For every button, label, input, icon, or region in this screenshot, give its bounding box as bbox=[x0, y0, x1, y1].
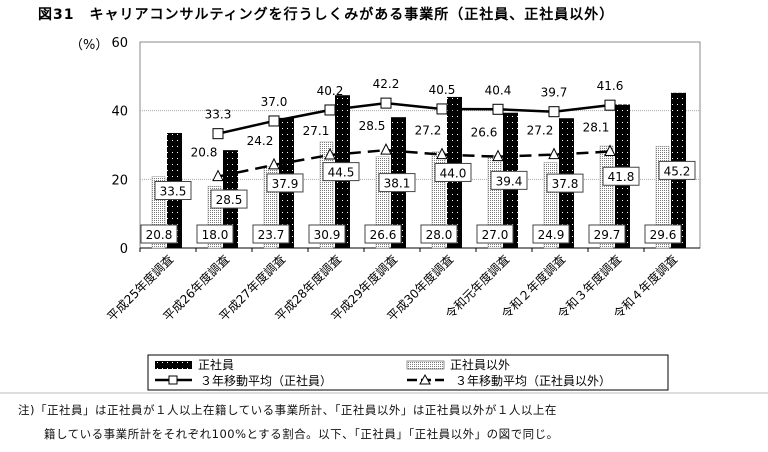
label-seishain-igai: 20.8 bbox=[140, 224, 178, 244]
marker-ma-seishain-igai bbox=[380, 143, 392, 155]
marker-ma-seishain bbox=[548, 106, 560, 118]
marker-ma-seishain bbox=[324, 104, 336, 116]
label-seishain-igai: 24.9 bbox=[532, 224, 570, 244]
marker-ma-seishain-igai bbox=[212, 169, 224, 182]
label-seishain-igai: 27.0 bbox=[476, 224, 514, 244]
data-label: 29.6 bbox=[650, 228, 677, 242]
label-ma-seishain: 40.5 bbox=[429, 83, 456, 97]
data-label: 30.9 bbox=[314, 228, 341, 242]
data-label: 18.0 bbox=[202, 228, 229, 242]
y-tick-label: 60 bbox=[111, 36, 128, 51]
data-label: 27.0 bbox=[482, 228, 509, 242]
line-ma-seishain bbox=[217, 101, 611, 135]
label-seishain-igai: 29.7 bbox=[588, 224, 626, 244]
data-label: 28.0 bbox=[426, 228, 453, 242]
data-label: 44.0 bbox=[440, 166, 467, 180]
label-seishain: 41.8 bbox=[602, 166, 640, 186]
y-tick-label: 0 bbox=[120, 242, 128, 257]
marker-ma-seishain-igai bbox=[436, 147, 448, 160]
label-seishain: 33.5 bbox=[154, 180, 192, 200]
marker-ma-seishain-igai bbox=[492, 149, 504, 162]
label-ma-seishain-igai: 26.6 bbox=[471, 126, 498, 140]
legend: 正社員 正社員以外 ３年移動平均（正社員） ３年移動平均（正社員以外） bbox=[147, 354, 669, 391]
data-label: 23.7 bbox=[258, 228, 285, 242]
legend-label-ma-seishain-igai: ３年移動平均（正社員以外） bbox=[455, 373, 611, 388]
data-label: 37.8 bbox=[552, 177, 579, 191]
label-seishain: 38.1 bbox=[378, 173, 416, 193]
y-tick-label: 20 bbox=[111, 173, 128, 188]
label-seishain: 37.9 bbox=[266, 173, 304, 193]
footnote-line-2: 籍している事業所計をそれぞれ100%とする割合。以下、「正社員」「正社員以外」の… bbox=[44, 427, 559, 441]
legend-label-seishain-igai: 正社員以外 bbox=[450, 357, 510, 372]
y-axis-unit: （%） bbox=[70, 38, 108, 53]
data-label: 33.5 bbox=[160, 184, 187, 198]
data-label: 45.2 bbox=[664, 164, 691, 178]
legend-label-seishain: 正社員 bbox=[198, 357, 234, 372]
label-seishain-igai: 18.0 bbox=[196, 224, 234, 244]
label-ma-seishain-igai: 27.1 bbox=[303, 124, 330, 138]
label-seishain: 28.5 bbox=[210, 189, 248, 209]
square-marker-icon bbox=[168, 375, 178, 385]
data-label: 26.6 bbox=[370, 228, 397, 242]
marker-ma-seishain bbox=[492, 103, 504, 115]
data-label: 44.5 bbox=[328, 166, 355, 180]
label-seishain: 44.5 bbox=[322, 162, 360, 182]
label-ma-seishain-igai: 28.5 bbox=[359, 119, 386, 133]
marker-ma-seishain bbox=[212, 128, 224, 140]
label-seishain-igai: 29.6 bbox=[644, 224, 682, 244]
data-label: 39.4 bbox=[496, 174, 523, 188]
marker-ma-seishain bbox=[268, 115, 280, 127]
label-ma-seishain: 40.4 bbox=[485, 83, 512, 97]
data-label: 29.7 bbox=[594, 228, 621, 242]
label-seishain: 39.4 bbox=[490, 170, 528, 190]
chart-title: 図31 キャリアコンサルティングを行うしくみがある事業所（正社員、正社員以外） bbox=[38, 7, 615, 23]
footnote-line-1: 注)「正社員」は正社員が１人以上在籍している事業所計、「正社員以外」は正社員以外… bbox=[18, 403, 557, 417]
marker-ma-seishain-igai bbox=[604, 144, 616, 157]
marker-ma-seishain bbox=[436, 103, 448, 115]
label-ma-seishain-igai: 28.1 bbox=[583, 121, 610, 135]
marker-ma-seishain-igai bbox=[324, 147, 336, 160]
label-seishain: 45.2 bbox=[658, 160, 696, 180]
label-ma-seishain-igai: 27.2 bbox=[415, 124, 442, 138]
label-ma-seishain: 40.2 bbox=[317, 84, 344, 98]
data-label: 28.5 bbox=[216, 193, 243, 207]
y-tick-label: 40 bbox=[111, 105, 128, 120]
data-label: 24.9 bbox=[538, 228, 565, 242]
triangle-marker-icon bbox=[419, 373, 431, 385]
label-ma-seishain-igai: 27.2 bbox=[527, 124, 554, 138]
label-seishain-igai: 26.6 bbox=[364, 224, 402, 244]
label-seishain-igai: 23.7 bbox=[252, 224, 290, 244]
label-ma-seishain: 39.7 bbox=[541, 86, 568, 100]
legend-swatch-seishain-igai bbox=[406, 360, 445, 370]
line-ma-seishain-igai bbox=[217, 148, 611, 178]
marker-ma-seishain-igai bbox=[548, 147, 560, 160]
label-ma-seishain-igai: 20.8 bbox=[191, 146, 218, 160]
legend-label-ma-seishain: ３年移動平均（正社員） bbox=[200, 373, 332, 388]
marker-ma-seishain-igai bbox=[268, 157, 280, 170]
data-label: 20.8 bbox=[146, 228, 173, 242]
label-ma-seishain: 37.0 bbox=[261, 95, 288, 109]
marker-ma-seishain bbox=[604, 99, 616, 111]
data-label: 37.9 bbox=[272, 177, 299, 191]
label-seishain: 44.0 bbox=[434, 162, 472, 182]
label-seishain: 37.8 bbox=[546, 173, 584, 193]
label-ma-seishain: 42.2 bbox=[373, 77, 400, 91]
label-seishain-igai: 30.9 bbox=[308, 224, 346, 244]
label-ma-seishain-igai: 24.2 bbox=[247, 134, 274, 148]
label-ma-seishain: 41.6 bbox=[597, 79, 624, 93]
data-label: 38.1 bbox=[384, 177, 411, 191]
label-ma-seishain: 33.3 bbox=[205, 108, 232, 122]
label-seishain-igai: 28.0 bbox=[420, 224, 458, 244]
data-label: 41.8 bbox=[608, 170, 635, 184]
marker-ma-seishain bbox=[380, 97, 392, 109]
legend-swatch-seishain bbox=[155, 361, 192, 369]
